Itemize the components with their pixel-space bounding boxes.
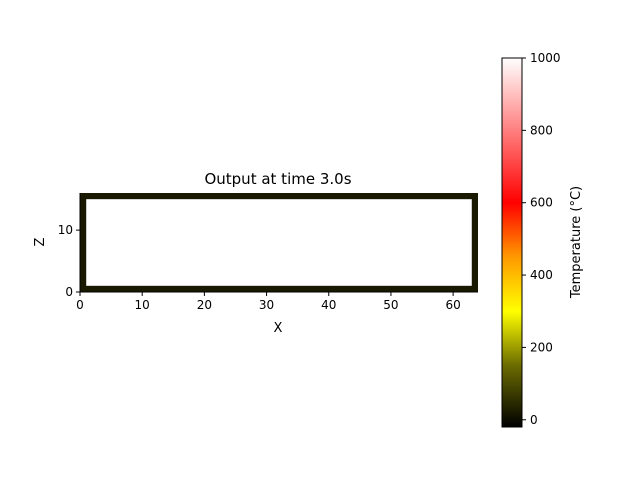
plot-area: 0 10 20 30 40 50 60 0 10	[58, 193, 478, 312]
colorbar-tick-label: 200	[530, 340, 553, 354]
x-axis-label: X	[274, 321, 283, 336]
x-tick-label: 60	[445, 298, 460, 312]
colorbar-tick-label: 1000	[530, 51, 561, 65]
colorbar-gradient	[501, 57, 523, 428]
chart-title: Output at time 3.0s	[204, 170, 351, 188]
x-tick-label: 50	[383, 298, 398, 312]
y-tick-label: 0	[65, 285, 73, 299]
colorbar: 0 200 400 600 800 1000	[501, 51, 561, 428]
field-interior	[86, 199, 472, 286]
y-tick-label: 10	[58, 223, 73, 237]
x-tick-label: 30	[259, 298, 274, 312]
y-axis-label: Z	[33, 237, 48, 246]
x-tick-label: 40	[321, 298, 336, 312]
colorbar-tick-label: 400	[530, 268, 553, 282]
colorbar-tick-label: 0	[530, 413, 538, 427]
x-tick-label: 10	[135, 298, 150, 312]
x-tick-label: 0	[76, 298, 84, 312]
x-tick-label: 20	[197, 298, 212, 312]
colorbar-tick-label: 600	[530, 196, 553, 210]
colorbar-tick-label: 800	[530, 123, 553, 137]
colorbar-label: Temperature (°C)	[569, 186, 584, 299]
